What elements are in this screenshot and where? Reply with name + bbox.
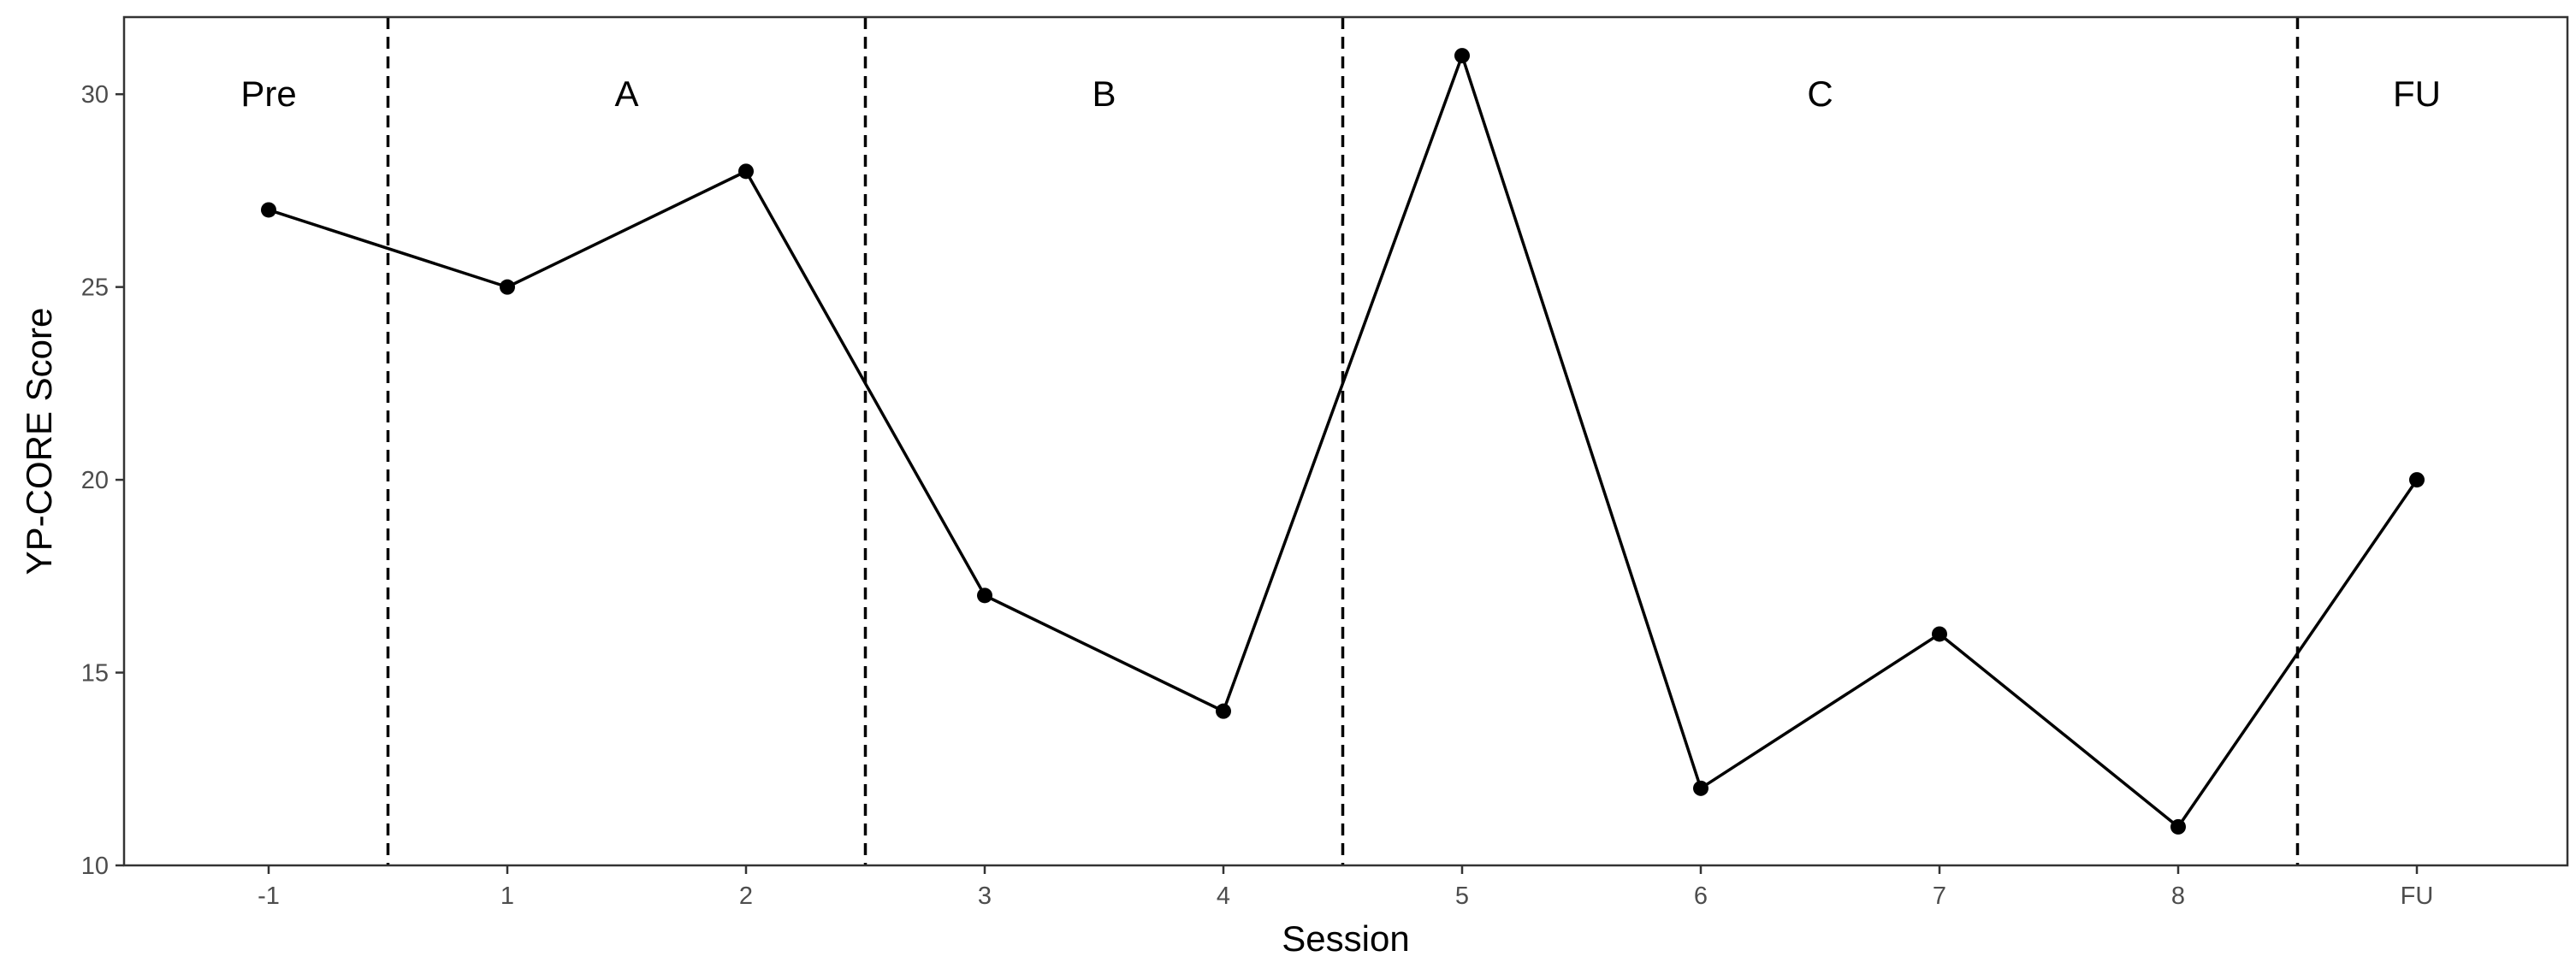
y-axis-title: YP-CORE Score — [19, 308, 59, 576]
data-point — [1454, 48, 1470, 64]
x-tick-label: 1 — [500, 883, 514, 910]
y-tick-label: 20 — [81, 467, 109, 494]
x-axis-title: Session — [1282, 918, 1409, 959]
x-tick-label: 8 — [2171, 883, 2185, 910]
x-tick-label: 6 — [1694, 883, 1708, 910]
x-tick-label: FU — [2401, 883, 2434, 910]
x-tick-label: 3 — [978, 883, 992, 910]
phase-label: B — [1092, 74, 1116, 114]
phase-label: FU — [2393, 74, 2441, 114]
x-tick-label: 2 — [739, 883, 753, 910]
data-point — [977, 587, 992, 604]
data-point — [500, 279, 515, 295]
data-point — [1693, 780, 1708, 796]
series-line — [268, 54, 2419, 829]
x-tick-label: 4 — [1217, 883, 1230, 910]
y-axis: 10 15 20 25 30 — [81, 81, 124, 880]
x-tick-label: 7 — [1933, 883, 1946, 910]
data-point — [1216, 703, 1231, 719]
phase-label: Pre — [240, 74, 296, 114]
y-tick-label: 25 — [81, 274, 109, 302]
data-series — [261, 48, 2425, 835]
x-axis: -1 1 2 3 4 5 6 7 8 FU — [258, 865, 2433, 910]
y-tick-label: 30 — [81, 81, 109, 109]
data-point — [738, 163, 754, 180]
phase-labels: Pre A B C FU — [240, 74, 2441, 114]
data-point — [1932, 626, 1947, 642]
data-point — [2409, 472, 2425, 488]
data-point — [2170, 818, 2186, 835]
phase-label: A — [614, 74, 638, 114]
x-tick-label: 5 — [1455, 883, 1469, 910]
data-point — [261, 202, 276, 218]
y-tick-label: 15 — [81, 660, 109, 688]
plot-panel-border — [122, 15, 2569, 867]
phase-boundaries — [386, 17, 2300, 865]
y-tick-label: 10 — [81, 853, 109, 880]
x-tick-label: -1 — [258, 883, 280, 910]
phase-label: C — [1807, 74, 1833, 114]
